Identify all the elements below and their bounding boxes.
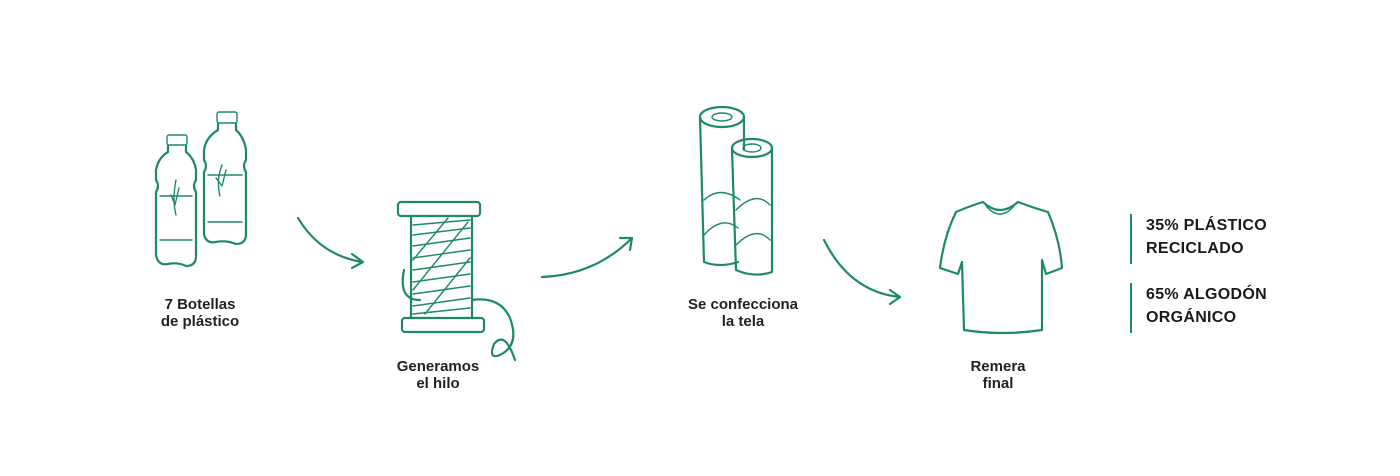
composition-line: RECICLADO (1146, 240, 1244, 257)
step-caption-fabric: Se confecciona la tela (660, 296, 826, 330)
step-caption-bottles: 7 Botellas de plástico (130, 296, 270, 330)
flow-arrow-2 (540, 236, 634, 279)
t-shirt-icon (938, 200, 1064, 335)
composition-recycled-plastic: 35% PLÁSTICO RECICLADO (1130, 214, 1330, 264)
flow-arrow-3 (822, 238, 902, 306)
plastic-bottles-icon (154, 111, 248, 268)
step-caption-thread: Generamos el hilo (368, 358, 508, 392)
caption-line: final (982, 375, 1014, 392)
step-caption-shirt: Remera final (928, 358, 1068, 392)
composition-line: ORGÁNICO (1146, 309, 1237, 326)
caption-line: Generamos (396, 358, 480, 375)
thread-spool-icon (396, 200, 517, 362)
fabric-rolls-icon (698, 105, 774, 276)
flow-arrow-1 (296, 216, 365, 270)
caption-line: la tela (721, 313, 765, 330)
caption-line: de plástico (160, 313, 240, 330)
composition-line: 35% PLÁSTICO (1146, 217, 1267, 234)
caption-line: Remera (970, 358, 1026, 375)
composition-line: 65% ALGODÓN (1146, 286, 1267, 303)
caption-line: Se confecciona (687, 296, 799, 313)
caption-line: el hilo (416, 375, 460, 392)
composition-organic-cotton: 65% ALGODÓN ORGÁNICO (1130, 283, 1330, 333)
caption-line: 7 Botellas (164, 296, 236, 313)
